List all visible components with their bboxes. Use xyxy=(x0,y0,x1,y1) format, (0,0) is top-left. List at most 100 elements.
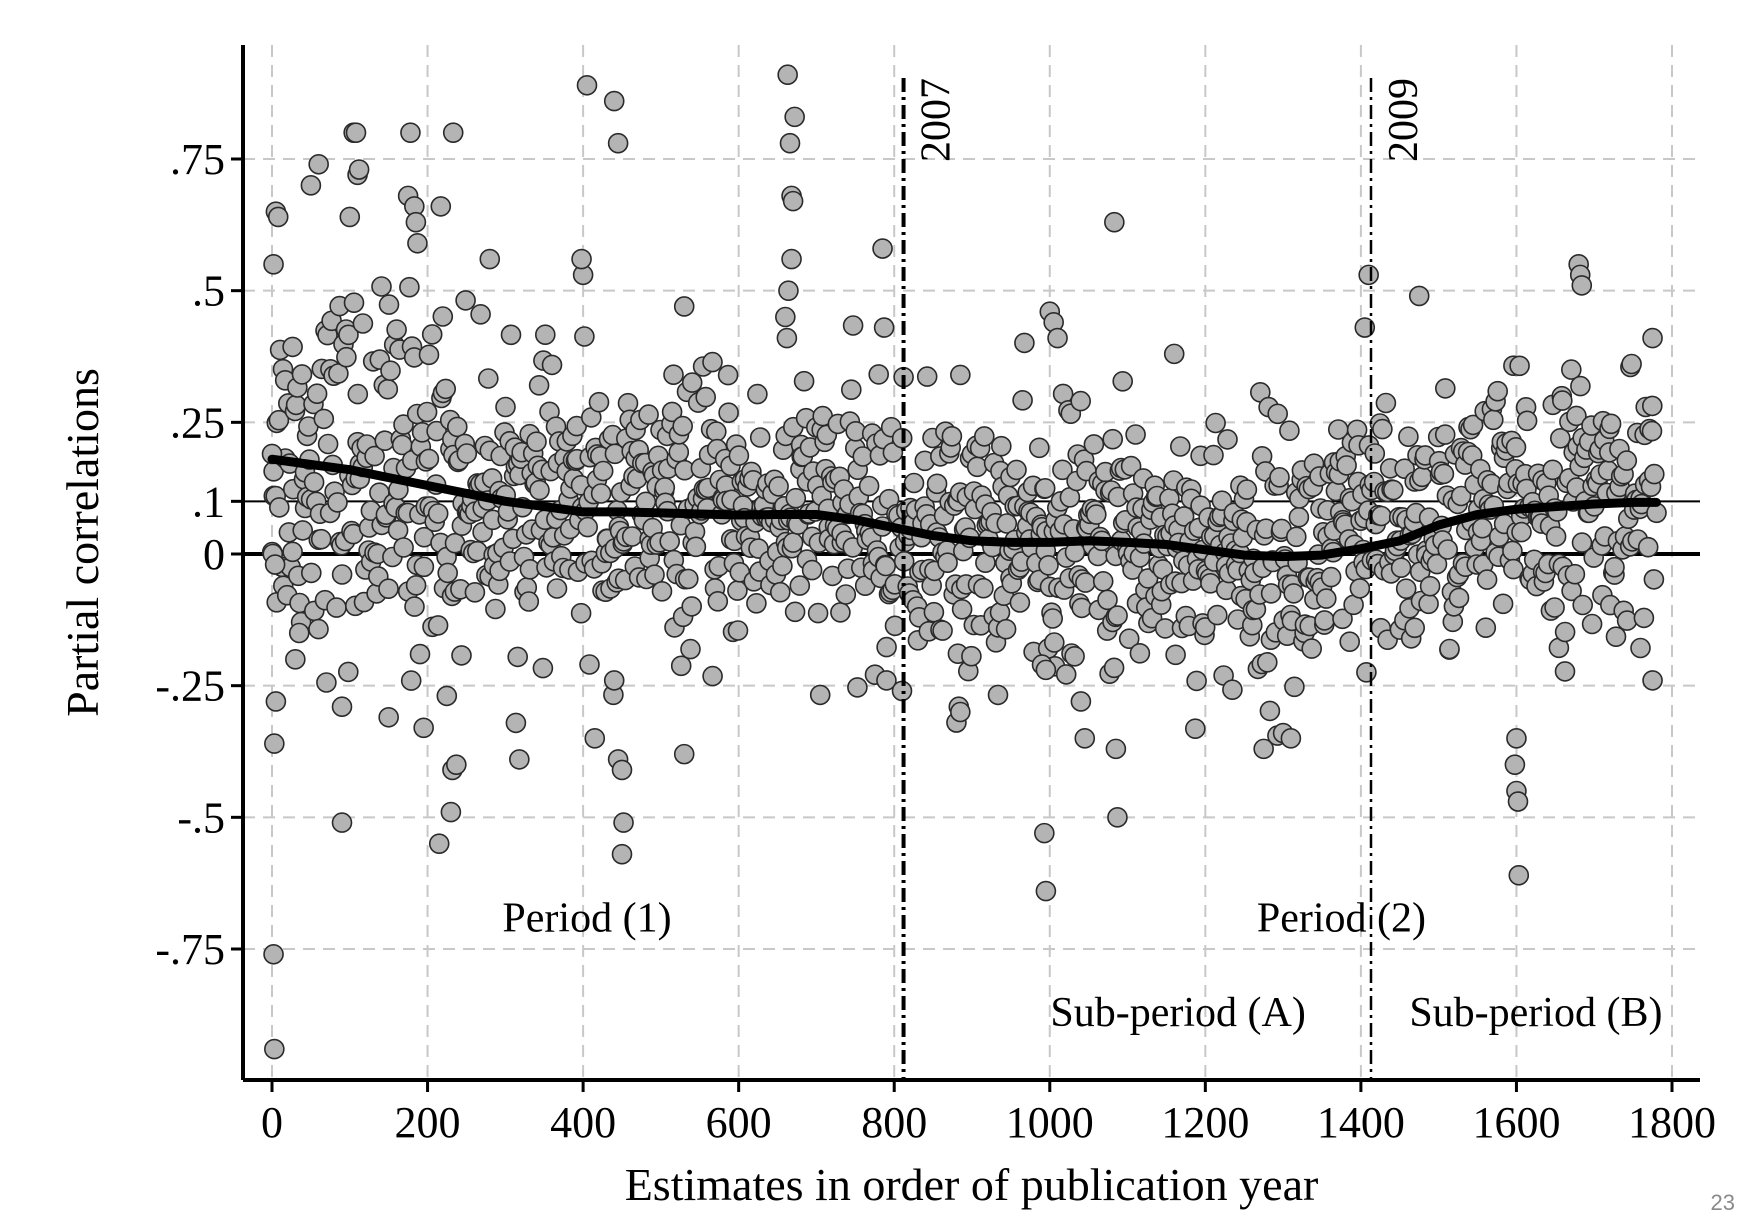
scatter-point-outlier xyxy=(603,670,625,691)
scatter-point xyxy=(1186,670,1207,692)
scatter-point xyxy=(400,670,422,691)
scatter-point-outlier xyxy=(1105,738,1127,760)
scatter-point xyxy=(1544,597,1565,618)
scatter-point xyxy=(661,401,683,423)
x-tick-label: 1000 xyxy=(1006,1098,1094,1147)
scatter-point xyxy=(830,602,851,623)
scatter-point xyxy=(651,580,673,602)
scatter-point xyxy=(1472,517,1493,539)
scatter-point xyxy=(973,577,994,599)
scatter-point xyxy=(427,503,449,524)
scatter-point xyxy=(435,378,457,400)
scatter-point xyxy=(1301,638,1322,659)
scatter-point xyxy=(1637,536,1659,558)
scatter-point-outlier xyxy=(673,296,695,317)
scatter-point xyxy=(1173,506,1195,527)
scatter-point xyxy=(456,443,478,464)
scatter-point xyxy=(937,552,958,574)
scatter-point xyxy=(1437,539,1458,560)
scatter-point-outlier xyxy=(576,74,598,96)
scatter-point xyxy=(1571,532,1593,553)
scatter-point xyxy=(670,655,692,677)
scatter-point xyxy=(728,445,750,466)
scatter-point xyxy=(1112,370,1133,392)
scatter-point-outlier xyxy=(950,364,971,386)
scatter-point xyxy=(432,306,454,327)
scatter-point xyxy=(1284,676,1305,698)
scatter-point xyxy=(1616,610,1638,631)
scatter-point xyxy=(668,441,690,463)
scatter-point-outlier xyxy=(446,754,467,775)
scatter-point-outlier xyxy=(1034,822,1055,844)
scatter-point xyxy=(421,324,443,345)
scatter-point xyxy=(772,555,793,577)
scatter-point xyxy=(291,364,313,385)
scatter-point xyxy=(588,391,610,413)
scatter-point xyxy=(1314,610,1335,631)
scatter-point-outlier xyxy=(405,211,427,233)
scatter-point-outlier xyxy=(442,122,464,143)
scatter-point xyxy=(1426,553,1448,575)
scatter-point xyxy=(464,581,486,603)
scatter-point-outlier xyxy=(873,317,895,338)
scatter-point-outlier xyxy=(673,743,695,765)
scatter-point-outlier xyxy=(428,833,450,854)
scatter-point-outlier xyxy=(611,843,633,865)
scatter-point xyxy=(1257,651,1278,673)
scatter-point xyxy=(1316,588,1337,609)
scatter-point xyxy=(1055,664,1077,685)
x-tick-label: 1400 xyxy=(1317,1098,1405,1147)
scatter-point xyxy=(663,364,684,386)
scatter-point xyxy=(1038,554,1059,576)
scatter-point xyxy=(1435,378,1456,399)
scatter-point xyxy=(916,366,938,387)
scatter-point xyxy=(807,602,829,624)
scatter-point xyxy=(718,402,739,424)
scatter-point xyxy=(1516,410,1538,432)
scatter-point xyxy=(923,601,945,623)
scatter-point xyxy=(1086,504,1107,525)
scatter-point xyxy=(644,564,665,586)
scatter-point xyxy=(1448,587,1470,609)
scatter-point xyxy=(1450,485,1472,507)
scatter-point-outlier xyxy=(777,64,798,86)
scatter-point xyxy=(495,396,516,418)
scatter-point xyxy=(1222,679,1243,701)
scatter-point xyxy=(785,487,807,509)
scatter-point xyxy=(1267,403,1288,425)
page-number: 23 xyxy=(1710,1190,1735,1215)
scatter-point xyxy=(405,574,427,596)
scatter-point-outlier xyxy=(345,122,367,143)
scatter-point xyxy=(1165,644,1186,666)
x-tick-label: 400 xyxy=(550,1098,616,1147)
scatter-point xyxy=(1092,570,1114,592)
scatter-point xyxy=(793,370,815,392)
scatter-point xyxy=(1439,638,1460,660)
scatter-point xyxy=(996,513,1018,534)
scatter-point xyxy=(681,372,703,393)
scatter-point xyxy=(310,528,332,550)
scatter-point-outlier xyxy=(1104,211,1125,233)
y-tick-label: -.5 xyxy=(177,793,225,842)
scatter-point xyxy=(331,564,353,585)
scatter-point xyxy=(1349,578,1371,599)
scatter-point xyxy=(1390,557,1412,579)
scatter-point-outlier xyxy=(603,90,625,112)
grid-lines xyxy=(243,45,1700,1080)
scatter-point xyxy=(308,618,329,640)
scatter-point xyxy=(451,645,472,666)
scatter-point xyxy=(1554,661,1576,682)
scatter-point-outlier xyxy=(1504,754,1526,775)
smoothed-trend xyxy=(267,454,1661,562)
scatter-point xyxy=(1320,566,1342,588)
scatter-point xyxy=(393,537,414,558)
scatter-point xyxy=(987,684,1009,706)
scatter-point xyxy=(1075,572,1096,593)
scatter-point xyxy=(268,409,290,431)
annotation-3: Sub-period (B) xyxy=(1409,990,1662,1036)
scatter-point xyxy=(876,636,897,658)
scatter-point xyxy=(1552,390,1573,411)
scatter-point xyxy=(1102,428,1123,450)
scatter-point-outlier xyxy=(775,306,796,328)
scatter-point xyxy=(338,324,359,346)
